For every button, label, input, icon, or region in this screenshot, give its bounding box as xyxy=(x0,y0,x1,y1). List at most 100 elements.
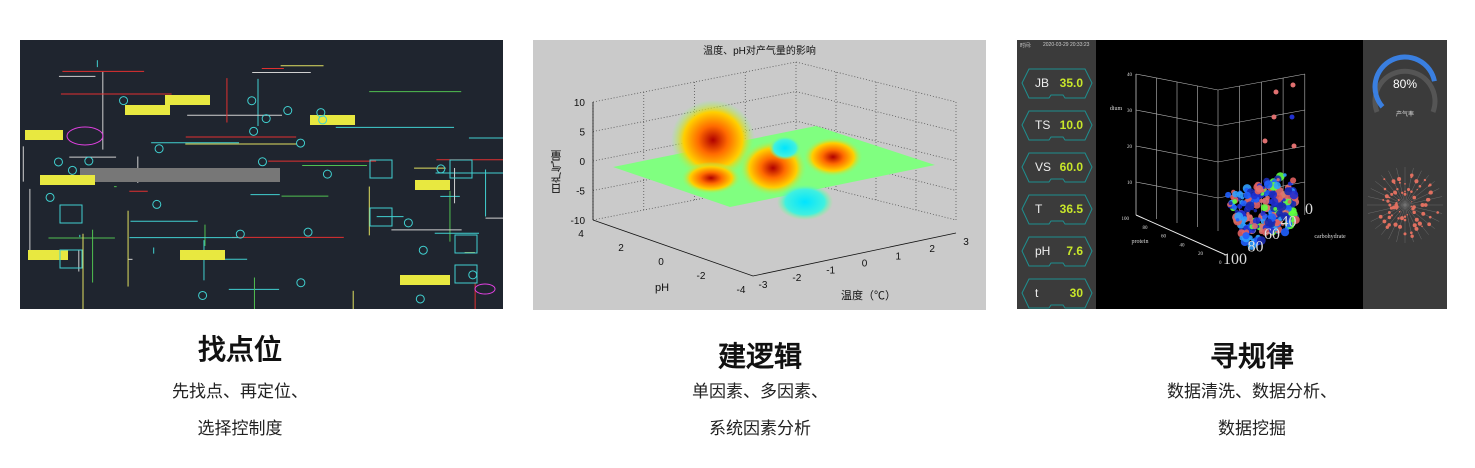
surface-peak xyxy=(671,100,755,180)
radial-bubble xyxy=(1404,182,1406,185)
radial-spoke xyxy=(1381,204,1406,235)
pump-icon xyxy=(53,157,63,167)
grid-line xyxy=(592,91,957,132)
radial-bubble xyxy=(1397,177,1402,182)
param-key: VS xyxy=(1035,160,1052,174)
pump-icon xyxy=(303,227,313,237)
radial-spoke xyxy=(1404,204,1422,240)
radial-spoke xyxy=(1375,181,1406,206)
y-axis-label: pH xyxy=(655,282,670,294)
param-value: 60.0 xyxy=(1059,160,1083,174)
scatter-point xyxy=(1268,227,1276,235)
pump-icon xyxy=(257,157,267,167)
param-value: 30 xyxy=(1069,286,1083,300)
param-key: TS xyxy=(1035,118,1051,132)
radial-bubble xyxy=(1421,225,1423,228)
label-box xyxy=(125,105,170,115)
pump-icon xyxy=(418,245,428,255)
y-tick-label: 2 xyxy=(618,243,624,254)
chart-title: 温度、pH对产气量的影响 xyxy=(703,46,816,57)
x-tick-label: 1 xyxy=(896,251,902,262)
radial-bubble xyxy=(1404,190,1406,193)
scatter-point xyxy=(1276,178,1280,182)
scatter-point xyxy=(1271,114,1277,120)
z-axis-label: 日产气量 xyxy=(551,150,563,194)
radial-spoke xyxy=(1396,204,1406,243)
param-key: JB xyxy=(1035,76,1050,90)
radial-bubble xyxy=(1388,203,1392,207)
carb-tick-label: 100 xyxy=(1223,251,1247,268)
pump-icon xyxy=(154,144,164,154)
radial-bubble xyxy=(1420,202,1425,208)
protein-tick-label: 80 xyxy=(1143,226,1149,231)
data-dashboard: 时间: 2020-03-29 20:33:23 JB 35.0 TS 10.0 VS 60… xyxy=(1017,40,1447,309)
radial-bubble xyxy=(1387,211,1391,214)
scatter-point xyxy=(1260,204,1268,212)
pump-icon xyxy=(403,218,413,228)
scatter-point xyxy=(1283,173,1287,177)
x-tick-label: -3 xyxy=(759,280,768,291)
radial-bubble xyxy=(1414,227,1419,231)
radial-bubble xyxy=(1384,194,1389,199)
scatter-point xyxy=(1231,204,1238,210)
scatter-point xyxy=(1246,212,1250,216)
radial-bubble xyxy=(1401,191,1404,194)
scatter-point xyxy=(1289,190,1299,200)
pump-icon xyxy=(436,164,446,174)
radial-spoke xyxy=(1370,204,1406,222)
scatter-point xyxy=(1242,216,1248,222)
carbohydrate-axis-label: carbohydrate xyxy=(1314,234,1346,240)
grid-line xyxy=(1135,145,1306,163)
radial-spoke xyxy=(1388,170,1406,206)
scatter-point xyxy=(1280,228,1290,237)
radial-bubble xyxy=(1418,184,1422,188)
section-title-2: 建逻辑 xyxy=(717,340,802,373)
radial-spoke xyxy=(1367,204,1406,214)
radial-bubble xyxy=(1410,173,1414,178)
radial-bubble xyxy=(1412,195,1417,200)
radial-bubble xyxy=(1382,219,1387,224)
scatter-point xyxy=(1289,114,1295,120)
pump-icon xyxy=(468,270,478,280)
tank xyxy=(369,159,393,179)
radial-bubble xyxy=(1391,205,1396,210)
scatter-point xyxy=(1253,201,1261,209)
radial-bubble xyxy=(1399,226,1401,229)
radial-spoke xyxy=(1381,175,1406,206)
radial-bubble xyxy=(1398,181,1401,184)
section-desc-1b: 选择控制度 xyxy=(197,419,283,439)
scatter-point xyxy=(1276,210,1283,218)
radial-bubble xyxy=(1417,221,1422,226)
radial-bubble xyxy=(1427,197,1431,202)
scatter-point xyxy=(1240,200,1247,207)
radial-bubble xyxy=(1428,191,1432,195)
x-tick-label: -2 xyxy=(792,273,801,284)
surface-peak xyxy=(681,162,741,194)
gauge-fill xyxy=(1372,54,1437,109)
param-key: pH xyxy=(1035,244,1051,258)
z-tick-label: -10 xyxy=(571,216,586,227)
scatter-point xyxy=(1284,220,1293,228)
scatter-point xyxy=(1270,197,1279,206)
scatter-point xyxy=(1265,195,1270,201)
param-value: 36.5 xyxy=(1059,202,1083,216)
radial-bubble xyxy=(1387,215,1392,220)
scatter-point xyxy=(1273,207,1278,211)
section-desc-2a: 单因素、多因素、 xyxy=(692,382,828,402)
radial-bubble xyxy=(1390,192,1394,196)
pump-icon xyxy=(316,108,326,118)
tank xyxy=(59,249,83,269)
pump-icon xyxy=(296,278,306,288)
radial-bubble xyxy=(1386,199,1390,203)
scatter-point xyxy=(1278,202,1287,211)
tank xyxy=(454,234,478,254)
process-diagram-image xyxy=(20,40,503,309)
carb-tick-label: 80 xyxy=(1248,239,1264,256)
param-box-ts: TS 10.0 xyxy=(1021,110,1093,141)
grid-line xyxy=(1135,73,1306,91)
label-box xyxy=(165,95,210,105)
3d-scatter-plot: 403020101008060402000406080100diumprotei… xyxy=(1110,73,1346,268)
radial-bubble xyxy=(1409,231,1413,235)
x-axis-label: 温度（℃） xyxy=(841,290,896,302)
